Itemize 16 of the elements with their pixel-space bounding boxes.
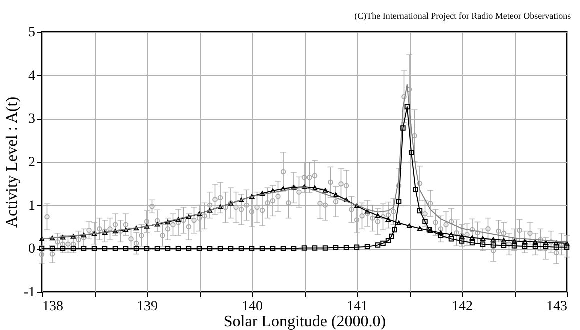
x-axis-title: Solar Longitude (2000.0) [224,314,386,330]
y-tick-label: -1 [24,286,36,300]
x-tick-label: 143 [546,300,568,314]
y-axis-title: Activity Level : A(t) [4,96,21,228]
x-tick-label: 140 [242,300,263,314]
y-tick-label: 0 [28,242,36,258]
y-tick-label: 5 [28,26,36,40]
x-tick-label: 138 [42,300,64,314]
y-tick-label: 4 [28,68,36,84]
text: (C)The International Project for Radio Meteor Observations [354,11,572,21]
x-tick-label: 141 [347,300,368,314]
x-tick-label: 139 [137,300,158,314]
x-tick-label: 142 [452,300,473,314]
y-tick-label: 2 [28,156,36,170]
y-tick-label: 1 [28,198,36,214]
y-tick-label: 3 [28,112,36,128]
